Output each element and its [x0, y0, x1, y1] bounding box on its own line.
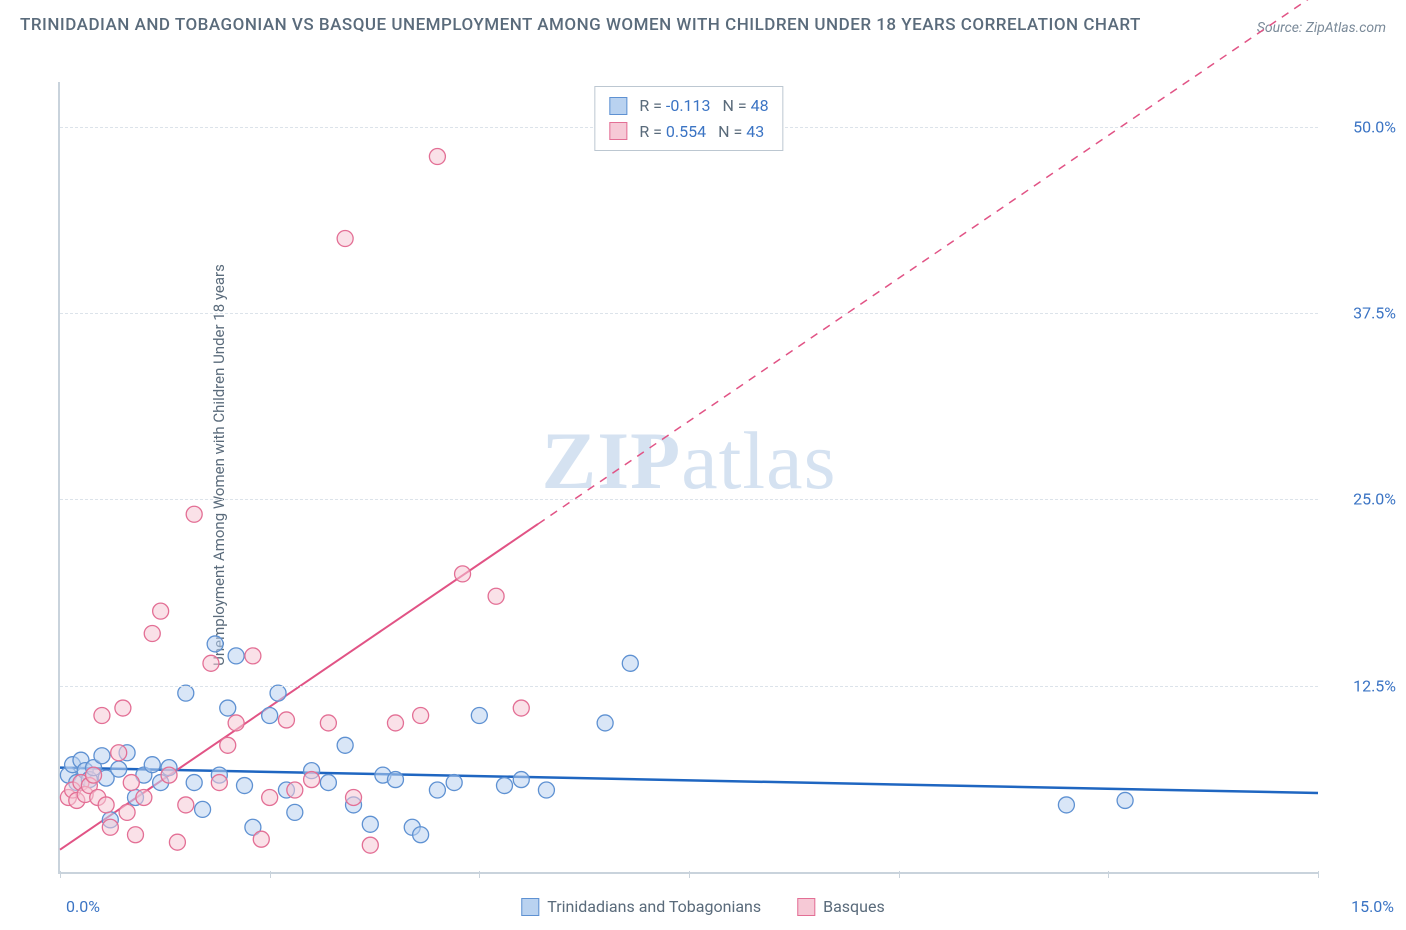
data-point — [178, 797, 194, 813]
y-tick-label: 12.5% — [1353, 676, 1396, 695]
legend-item: Basques — [797, 897, 885, 916]
data-point — [220, 737, 236, 753]
y-tick-label: 37.5% — [1353, 304, 1396, 323]
data-point — [287, 782, 303, 798]
data-point — [153, 603, 169, 619]
data-point — [111, 745, 127, 761]
data-point — [253, 831, 269, 847]
data-point — [455, 566, 471, 582]
data-point — [413, 827, 429, 843]
legend-label: Trinidadians and Tobagonians — [547, 897, 761, 916]
data-point — [362, 837, 378, 853]
data-point — [387, 772, 403, 788]
data-point — [207, 636, 223, 652]
data-point — [195, 801, 211, 817]
data-point — [622, 655, 638, 671]
data-point — [1058, 797, 1074, 813]
data-point — [513, 772, 529, 788]
stats-row: R = -0.113N = 48 — [609, 93, 768, 119]
data-point — [337, 737, 353, 753]
data-point — [320, 715, 336, 731]
scatter-plot-svg — [60, 82, 1318, 872]
data-point — [538, 782, 554, 798]
data-point — [94, 748, 110, 764]
series-swatch — [609, 122, 627, 140]
data-point — [413, 707, 429, 723]
chart-plot-area: ZIPatlas R = -0.113N = 48R = 0.554N = 43… — [58, 82, 1318, 874]
legend-label: Basques — [823, 897, 885, 916]
series-legend: Trinidadians and Tobagonians Basques — [521, 897, 884, 916]
data-point — [488, 588, 504, 604]
data-point — [186, 775, 202, 791]
gridline — [60, 499, 1318, 500]
data-point — [144, 757, 160, 773]
data-point — [178, 685, 194, 701]
data-point — [362, 816, 378, 832]
data-point — [287, 804, 303, 820]
y-tick-label: 25.0% — [1353, 490, 1396, 509]
legend-item: Trinidadians and Tobagonians — [521, 897, 761, 916]
data-point — [161, 767, 177, 783]
data-point — [237, 778, 253, 794]
data-point — [169, 834, 185, 850]
data-point — [429, 149, 445, 165]
data-point — [429, 782, 445, 798]
chart-title: TRINIDADIAN AND TOBAGONIAN VS BASQUE UNE… — [20, 12, 1141, 39]
data-point — [86, 767, 102, 783]
data-point — [127, 827, 143, 843]
data-point — [278, 712, 294, 728]
data-point — [471, 707, 487, 723]
data-point — [337, 231, 353, 247]
data-point — [115, 700, 131, 716]
series-swatch — [609, 97, 627, 115]
x-axis-end-label: 15.0% — [1351, 897, 1394, 916]
series-swatch — [521, 898, 539, 916]
data-point — [387, 715, 403, 731]
data-point — [136, 789, 152, 805]
data-point — [186, 506, 202, 522]
data-point — [1117, 792, 1133, 808]
x-axis-start-label: 0.0% — [66, 897, 100, 916]
data-point — [203, 655, 219, 671]
data-point — [597, 715, 613, 731]
data-point — [111, 761, 127, 777]
gridline — [60, 686, 1318, 687]
data-point — [228, 715, 244, 731]
data-point — [262, 707, 278, 723]
y-tick-label: 50.0% — [1353, 117, 1396, 136]
data-point — [98, 797, 114, 813]
data-point — [220, 700, 236, 716]
data-point — [119, 804, 135, 820]
data-point — [320, 775, 336, 791]
data-point — [496, 778, 512, 794]
data-point — [144, 626, 160, 642]
data-point — [346, 789, 362, 805]
data-point — [270, 685, 286, 701]
data-point — [262, 789, 278, 805]
data-point — [245, 648, 261, 664]
data-point — [446, 775, 462, 791]
data-point — [123, 775, 139, 791]
data-point — [211, 775, 227, 791]
gridline — [60, 313, 1318, 314]
source-label: Source: ZipAtlas.com — [1257, 20, 1386, 36]
correlation-stats-box: R = -0.113N = 48R = 0.554N = 43 — [594, 86, 783, 151]
data-point — [304, 772, 320, 788]
series-swatch — [797, 898, 815, 916]
data-point — [94, 707, 110, 723]
data-point — [513, 700, 529, 716]
data-point — [228, 648, 244, 664]
stats-row: R = 0.554N = 43 — [609, 119, 768, 145]
data-point — [102, 819, 118, 835]
